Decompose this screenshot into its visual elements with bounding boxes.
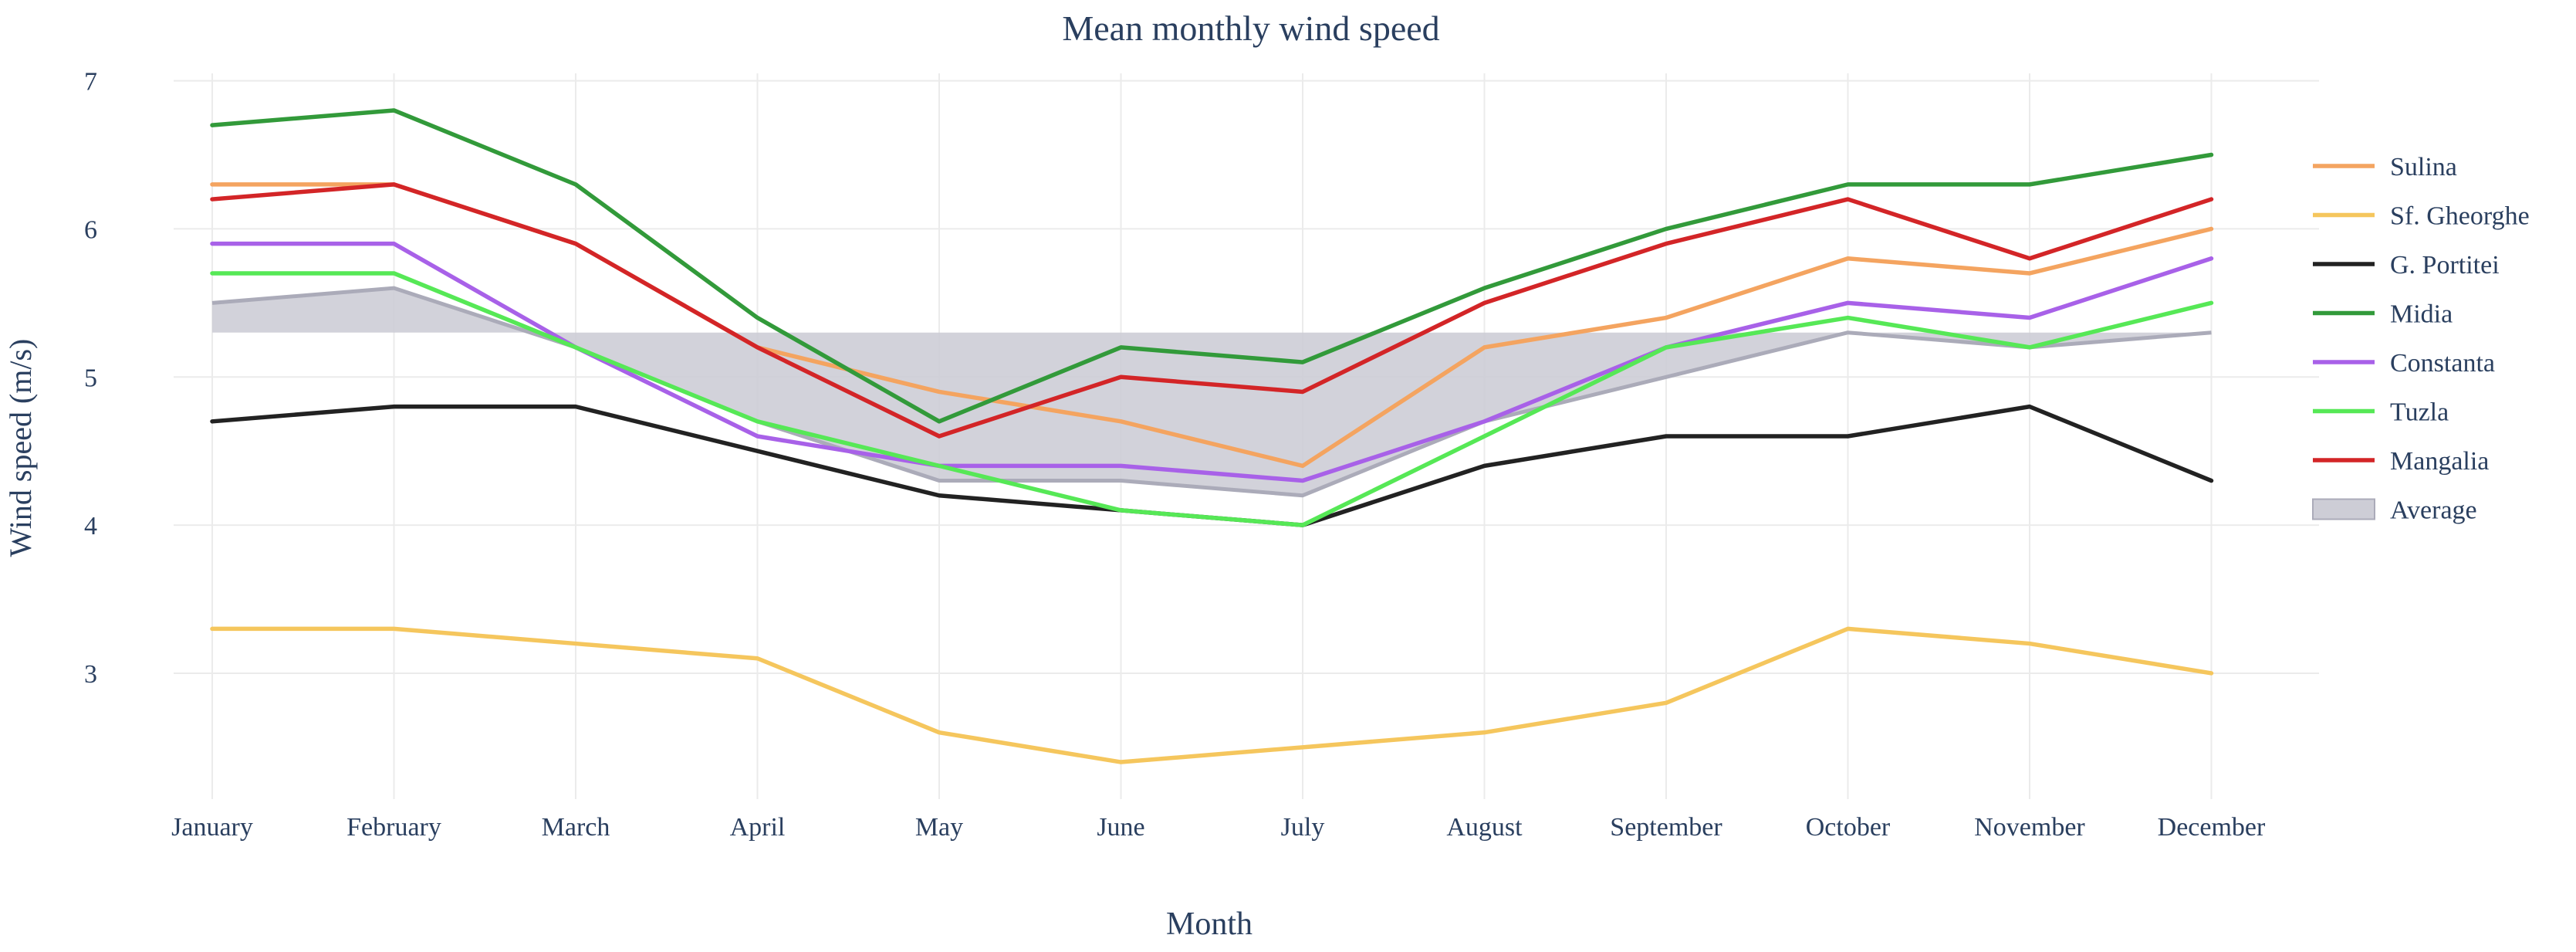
x-tick-label: August	[1446, 813, 1523, 842]
x-tick-label: March	[542, 813, 610, 842]
x-tick-label: December	[2158, 813, 2266, 842]
legend-label: Constanta	[2390, 349, 2495, 378]
legend: Sulina Sf. Gheorghe G. Portitei Midia Consta…	[2312, 153, 2530, 525]
legend-item: Constanta	[2313, 349, 2495, 378]
legend-label: Mangalia	[2390, 447, 2489, 476]
legend-item: G. Portitei	[2313, 251, 2500, 280]
y-axis-title: Wind speed (m/s)	[3, 339, 38, 557]
x-tick-label: May	[915, 813, 963, 842]
average-line	[211, 286, 2212, 498]
legend-label: Midia	[2390, 300, 2453, 329]
series-line-mangalia	[210, 182, 2214, 439]
x-tick-label: April	[730, 813, 786, 842]
chart-title: Mean monthly wind speed	[1062, 8, 1439, 48]
series-lines	[210, 108, 2214, 764]
legend-label: Average	[2390, 496, 2477, 525]
gridlines	[174, 73, 2319, 799]
y-tick-label: 6	[84, 215, 97, 244]
y-tick-label: 4	[84, 512, 97, 540]
series-line-sf-gheorghe	[210, 626, 2214, 764]
x-tick-label: September	[1610, 813, 1722, 842]
y-tick-label: 3	[84, 660, 97, 689]
legend-item: Tuzla	[2313, 398, 2449, 427]
y-tick-labels: 3 4 5 6 7	[84, 68, 97, 689]
legend-swatch	[2312, 498, 2375, 520]
series-line-tuzla	[210, 271, 2214, 527]
x-tick-labels: January February March April May June July Augu…	[171, 813, 2266, 842]
x-tick-label: July	[1281, 813, 1325, 842]
series-line-constanta	[210, 241, 2214, 483]
legend-label: Sf. Gheorghe	[2390, 202, 2530, 231]
x-axis-title: Month	[1166, 906, 1253, 942]
x-tick-label: November	[1974, 813, 2085, 842]
legend-item: Midia	[2313, 300, 2453, 329]
x-tick-label: June	[1097, 813, 1144, 842]
legend-item: Average	[2312, 496, 2477, 525]
series-line-midia	[210, 108, 2214, 424]
x-tick-label: January	[171, 813, 253, 842]
x-tick-label: February	[347, 813, 441, 842]
legend-item: Sf. Gheorghe	[2313, 202, 2530, 231]
y-tick-label: 7	[84, 68, 97, 97]
legend-item: Sulina	[2313, 153, 2457, 181]
y-tick-label: 5	[84, 364, 97, 392]
legend-label: G. Portitei	[2390, 251, 2500, 280]
x-tick-label: October	[1806, 813, 1891, 842]
legend-label: Sulina	[2390, 153, 2457, 181]
legend-label: Tuzla	[2390, 398, 2449, 427]
legend-item: Mangalia	[2313, 447, 2489, 476]
